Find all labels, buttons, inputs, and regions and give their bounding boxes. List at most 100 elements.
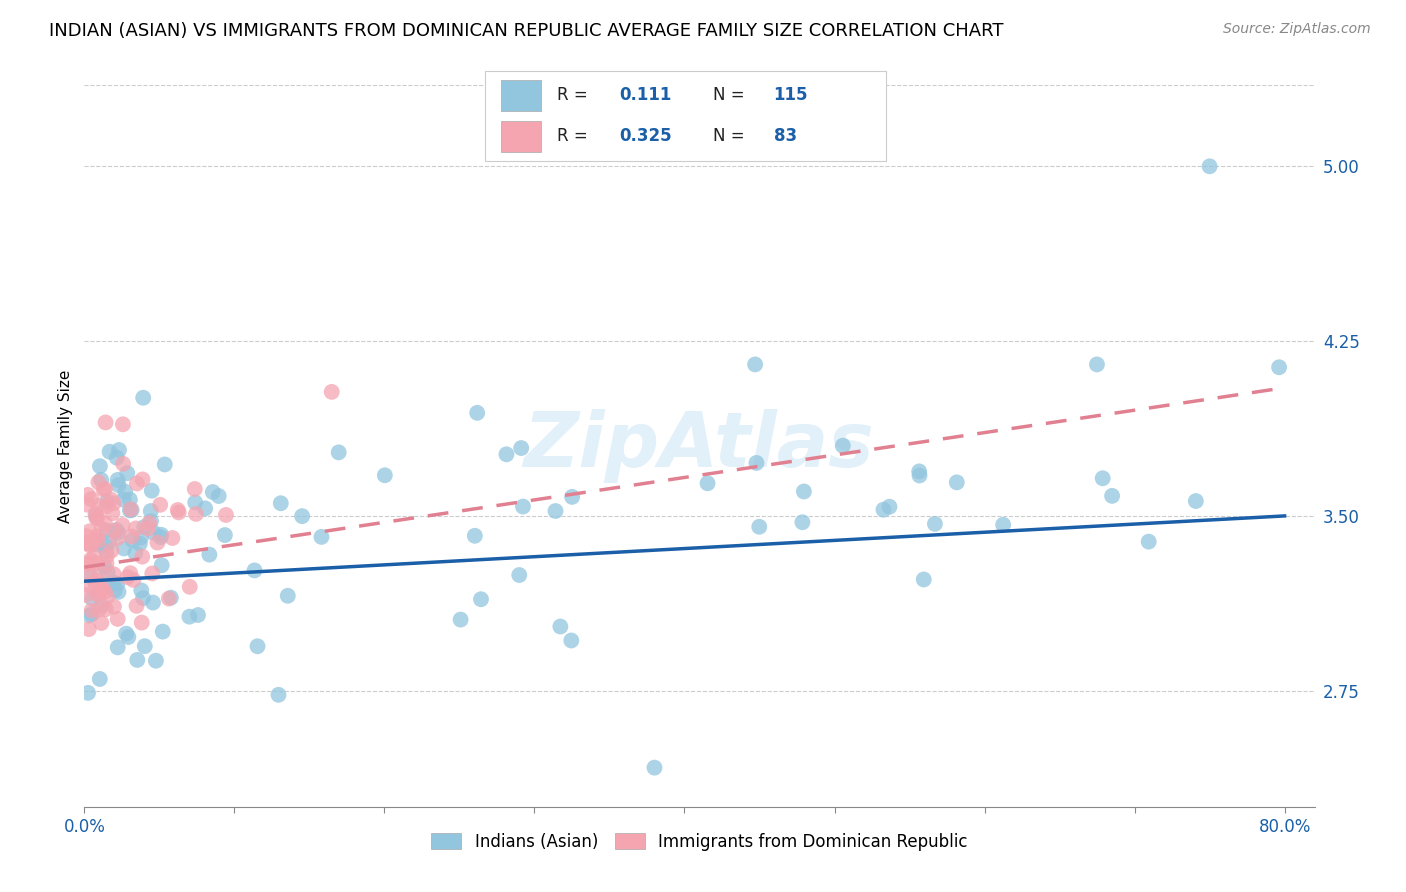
Point xyxy=(167,505,190,519)
Point xyxy=(75,536,97,550)
Point xyxy=(149,530,172,544)
Point xyxy=(89,586,111,600)
Point xyxy=(792,515,814,529)
Point xyxy=(103,567,125,582)
Point xyxy=(89,499,111,513)
Text: 115: 115 xyxy=(773,87,808,104)
Point xyxy=(96,590,118,604)
Point xyxy=(748,520,770,534)
Point xyxy=(141,566,163,581)
Point xyxy=(311,530,333,544)
Point xyxy=(470,592,492,607)
Point xyxy=(831,439,853,453)
Point xyxy=(550,619,572,633)
Point xyxy=(90,582,112,596)
Point xyxy=(87,475,110,490)
Point xyxy=(246,639,269,653)
Text: 83: 83 xyxy=(773,128,797,145)
Point xyxy=(512,500,534,514)
Point xyxy=(136,522,159,536)
Point xyxy=(80,603,103,617)
Point xyxy=(1101,489,1123,503)
Point xyxy=(121,533,143,548)
Text: R =: R = xyxy=(557,128,588,145)
Point xyxy=(105,577,128,591)
Point xyxy=(107,612,129,626)
Point xyxy=(75,588,97,602)
Point xyxy=(132,391,155,405)
Point xyxy=(115,466,138,480)
Point xyxy=(131,549,153,564)
Point xyxy=(991,517,1014,532)
Point xyxy=(91,582,114,596)
Point xyxy=(124,546,146,560)
FancyBboxPatch shape xyxy=(501,121,541,152)
Point xyxy=(79,538,101,552)
Point xyxy=(924,516,946,531)
Point xyxy=(127,653,149,667)
Point xyxy=(908,464,931,478)
Point xyxy=(465,406,488,420)
Point xyxy=(1185,494,1208,508)
Point xyxy=(157,591,180,606)
Point xyxy=(120,502,142,516)
Point xyxy=(321,384,343,399)
Point xyxy=(560,633,582,648)
Point xyxy=(105,450,128,465)
Point xyxy=(291,509,314,524)
Point xyxy=(912,573,935,587)
Point xyxy=(277,589,299,603)
Point xyxy=(83,549,105,563)
Point xyxy=(153,458,176,472)
Point xyxy=(125,521,148,535)
Text: 0.325: 0.325 xyxy=(619,128,672,145)
Point xyxy=(374,468,396,483)
Point xyxy=(94,416,117,430)
Point xyxy=(107,478,129,492)
Point xyxy=(179,580,201,594)
Point xyxy=(150,558,173,573)
Point xyxy=(208,489,231,503)
Point xyxy=(98,534,121,549)
Point xyxy=(464,529,486,543)
Point xyxy=(1091,471,1114,485)
Point xyxy=(544,504,567,518)
Point xyxy=(328,445,350,459)
Point xyxy=(120,566,142,581)
Point xyxy=(138,516,160,530)
Point xyxy=(103,496,125,510)
Point xyxy=(94,516,117,531)
Point xyxy=(184,507,207,521)
Point xyxy=(510,441,533,455)
Text: INDIAN (ASIAN) VS IMMIGRANTS FROM DOMINICAN REPUBLIC AVERAGE FAMILY SIZE CORRELA: INDIAN (ASIAN) VS IMMIGRANTS FROM DOMINI… xyxy=(49,22,1004,40)
Point xyxy=(118,492,141,507)
Point xyxy=(79,608,101,623)
Point xyxy=(94,539,117,553)
Point xyxy=(1198,159,1220,173)
FancyBboxPatch shape xyxy=(501,80,541,111)
Point xyxy=(80,591,103,606)
Point xyxy=(112,492,135,507)
Point xyxy=(142,525,165,540)
Point xyxy=(107,640,129,655)
Text: ZipAtlas: ZipAtlas xyxy=(524,409,875,483)
Point xyxy=(108,443,131,458)
Point xyxy=(908,468,931,483)
Point xyxy=(215,508,238,522)
Point xyxy=(79,568,101,582)
Point xyxy=(117,570,139,584)
Point xyxy=(76,558,98,572)
Point xyxy=(93,483,115,497)
Point xyxy=(879,500,901,514)
Point xyxy=(90,473,112,487)
Legend: Indians (Asian), Immigrants from Dominican Republic: Indians (Asian), Immigrants from Dominic… xyxy=(432,833,967,851)
Point xyxy=(89,459,111,474)
Point xyxy=(103,575,125,590)
Point xyxy=(117,630,139,644)
Point xyxy=(89,672,111,686)
Point xyxy=(103,524,125,538)
Point xyxy=(129,531,152,545)
Point xyxy=(1137,534,1160,549)
Point xyxy=(643,761,665,775)
Point xyxy=(112,457,135,471)
